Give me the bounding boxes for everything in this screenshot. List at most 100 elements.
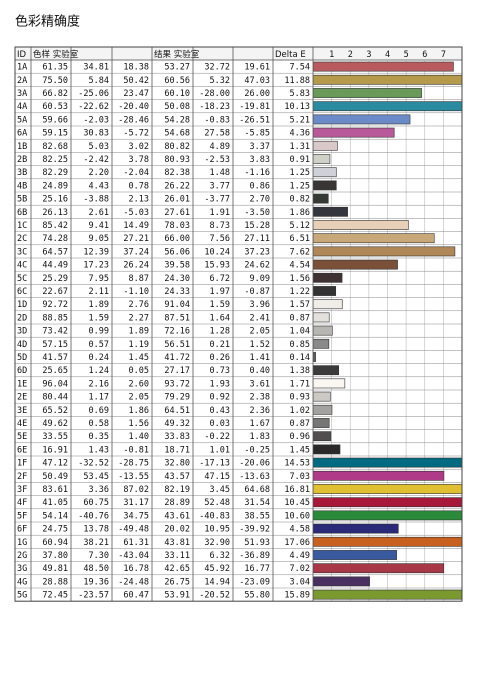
sample-value: 24.75	[42, 525, 68, 535]
row-id: 4E	[17, 419, 27, 429]
sample-value: 9.41	[89, 221, 109, 231]
sample-value: 49.81	[42, 564, 68, 574]
sample-value: 0.24	[89, 353, 109, 363]
delta-e: 1.31	[290, 142, 310, 152]
result-value: 0.40	[250, 366, 270, 376]
row-id: 1C	[17, 221, 27, 231]
sample-value: 25.16	[42, 195, 68, 205]
delta-e: 1.25	[290, 168, 310, 178]
sample-value: 33.55	[42, 432, 68, 442]
result-value: 24.33	[164, 287, 190, 297]
result-value: 20.02	[164, 525, 190, 535]
sample-value: 25.65	[42, 366, 68, 376]
result-value: 6.32	[210, 551, 230, 561]
result-value: 1.41	[250, 353, 270, 363]
sample-value: 61.31	[123, 538, 149, 548]
row-id: 4C	[17, 261, 27, 271]
result-value: -3.77	[204, 195, 230, 205]
sample-value: 50.49	[42, 472, 68, 482]
result-value: 1.52	[250, 340, 270, 350]
delta-e: 4.54	[290, 261, 310, 271]
bar	[313, 206, 348, 217]
bar	[313, 167, 337, 178]
bar	[313, 470, 445, 481]
result-value: 82.19	[164, 485, 190, 495]
sample-value: 59.66	[42, 115, 68, 125]
result-value: -3.50	[244, 208, 270, 218]
result-value: 1.97	[210, 287, 230, 297]
bar	[313, 444, 341, 455]
sample-value: 2.16	[89, 379, 109, 389]
delta-e: 10.45	[284, 498, 310, 508]
result-value: -0.83	[204, 115, 230, 125]
sample-value: 19.36	[83, 577, 109, 587]
result-value: -5.85	[244, 129, 270, 139]
result-value: 3.45	[210, 485, 230, 495]
sample-value: 60.75	[83, 498, 109, 508]
sample-value: 80.44	[42, 393, 68, 403]
row-id: 5C	[17, 274, 27, 284]
delta-e: 17.06	[284, 538, 310, 548]
delta-e: 5.21	[290, 115, 310, 125]
sample-value: -2.03	[83, 115, 109, 125]
bar	[313, 272, 343, 283]
result-value: 14.94	[204, 577, 230, 587]
sample-value: 1.45	[129, 353, 149, 363]
bar	[313, 114, 411, 125]
sample-value: 1.17	[89, 393, 109, 403]
delta-e: 16.81	[284, 485, 310, 495]
row-id: 5F	[17, 511, 27, 521]
result-value: 10.24	[204, 247, 230, 257]
result-value: 1.64	[210, 313, 230, 323]
row-id: 3D	[17, 327, 27, 337]
sample-value: 60.47	[123, 591, 149, 601]
result-value: -1.16	[244, 168, 270, 178]
sample-value: 37.24	[123, 247, 149, 257]
sample-value: 34.81	[83, 63, 109, 73]
bar	[313, 154, 331, 164]
result-value: -20.06	[239, 459, 270, 469]
result-value: 24.62	[244, 261, 270, 271]
result-value: 32.90	[204, 538, 230, 548]
result-value: -26.51	[239, 115, 270, 125]
sample-value: 14.49	[123, 221, 149, 231]
column-header: Delta E	[275, 50, 306, 60]
sample-value: 0.57	[89, 340, 109, 350]
column-header: 结果 实验室	[154, 49, 200, 60]
row-id: 2B	[17, 155, 27, 165]
sample-value: 22.67	[42, 287, 68, 297]
result-value: 41.72	[164, 353, 190, 363]
column-header: ID	[17, 50, 27, 60]
delta-e: 0.82	[290, 195, 310, 205]
result-value: 49.32	[164, 419, 190, 429]
result-value: 0.86	[250, 181, 270, 191]
result-value: 33.11	[164, 551, 190, 561]
result-value: 26.22	[164, 181, 190, 191]
sample-value: 83.61	[42, 485, 68, 495]
sample-value: 31.17	[123, 498, 149, 508]
row-id: 4D	[17, 340, 27, 350]
sample-value: 61.35	[42, 63, 68, 73]
scale-tick-label: 2	[348, 50, 353, 60]
sample-value: 0.35	[89, 432, 109, 442]
sample-value: 4.43	[89, 181, 109, 191]
result-value: 0.03	[210, 419, 230, 429]
sample-value: 96.04	[42, 379, 68, 389]
sample-value: 23.47	[123, 89, 149, 99]
result-value: 53.91	[164, 591, 190, 601]
bar	[313, 220, 409, 230]
sample-value: 38.21	[83, 538, 109, 548]
result-value: 26.75	[164, 577, 190, 587]
delta-e: 10.13	[284, 102, 310, 112]
sample-value: 8.87	[129, 274, 149, 284]
delta-e: 6.51	[290, 234, 310, 244]
result-value: 54.28	[164, 115, 190, 125]
sample-value: 13.78	[83, 525, 109, 535]
sample-value: 5.84	[89, 76, 109, 86]
sample-value: 1.24	[89, 366, 109, 376]
bar	[313, 431, 332, 442]
sample-value: 2.13	[129, 195, 149, 205]
bar	[313, 523, 399, 534]
row-id: 6F	[17, 525, 27, 535]
sample-value: 2.05	[129, 393, 149, 403]
